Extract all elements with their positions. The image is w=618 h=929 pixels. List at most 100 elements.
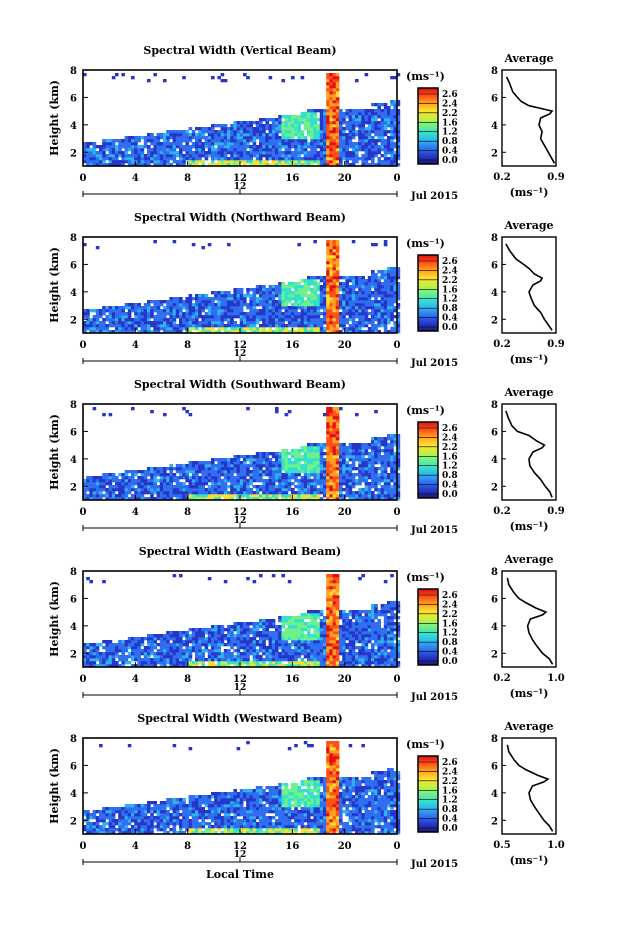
heatmap-cell xyxy=(262,464,266,468)
heatmap-cell xyxy=(355,482,359,486)
heatmap-cell xyxy=(268,461,273,465)
heatmap-cell xyxy=(185,631,189,635)
heatmap-cell xyxy=(307,491,311,495)
heatmap-cell xyxy=(303,309,308,313)
heatmap-cell xyxy=(201,473,205,477)
heatmap-cell xyxy=(220,470,225,474)
heatmap-cell xyxy=(265,470,269,474)
heatmap-cell xyxy=(249,121,253,125)
heatmap-cell xyxy=(243,649,247,653)
heatmap-cell xyxy=(358,467,362,471)
heatmap-cell xyxy=(124,470,129,474)
heatmap-cell xyxy=(374,324,378,328)
heatmap-cell xyxy=(233,464,237,468)
heatmap-cell xyxy=(92,652,97,656)
heatmap-cell xyxy=(105,652,109,656)
heatmap-cell xyxy=(287,160,292,164)
heatmap-cell xyxy=(243,461,247,465)
heatmap-cell xyxy=(108,488,113,492)
heatmap-cell xyxy=(147,306,151,310)
heatmap-cell xyxy=(195,321,199,325)
heatmap-cell xyxy=(249,315,253,319)
heatmap-cell xyxy=(268,285,273,289)
heatmap-cell xyxy=(92,327,97,331)
heatmap-cell xyxy=(332,309,337,313)
heatmap-cell xyxy=(191,154,196,158)
heatmap-cell xyxy=(252,163,257,167)
heatmap-cell xyxy=(201,643,205,647)
heatmap-cell xyxy=(121,309,125,313)
heatmap-cell xyxy=(188,318,193,322)
heatmap-cell xyxy=(108,309,113,313)
heatmap-cell xyxy=(217,628,221,632)
heatmap-cell xyxy=(377,312,381,316)
heatmap-cell xyxy=(351,494,356,498)
heatmap-cell xyxy=(201,160,205,164)
heatmap-cell xyxy=(287,494,292,498)
heatmap-cell xyxy=(153,473,157,477)
heatmap-cell xyxy=(332,73,337,77)
heatmap-cell xyxy=(236,628,241,632)
heatmap-cell xyxy=(195,655,199,659)
heatmap-cell xyxy=(380,470,385,474)
heatmap-cell xyxy=(115,151,119,155)
heatmap-cell xyxy=(179,303,183,307)
heatmap-cell xyxy=(195,643,199,647)
heatmap-cell xyxy=(326,76,330,80)
heatmap-cell xyxy=(358,148,362,152)
y-tick-label: 2 xyxy=(70,315,77,326)
heatmap-cell xyxy=(303,118,308,122)
heatmap-cell xyxy=(166,649,170,653)
heatmap-cell xyxy=(217,658,221,662)
heatmap-cell xyxy=(396,443,401,447)
heatmap-cell xyxy=(246,306,250,310)
heatmap-cell xyxy=(201,145,205,149)
heatmap-cell xyxy=(390,494,394,498)
heatmap-cell xyxy=(252,309,257,313)
heatmap-cell xyxy=(262,494,266,498)
heatmap-cell xyxy=(236,121,241,125)
heatmap-cell xyxy=(230,294,234,298)
heatmap-cell xyxy=(220,136,225,140)
heatmap-cell xyxy=(316,327,321,331)
heatmap-cell xyxy=(255,479,260,483)
heatmap-cell xyxy=(316,479,321,483)
heatmap-cell xyxy=(364,482,369,486)
heatmap-cell xyxy=(310,330,314,334)
heatmap-cell xyxy=(86,577,90,581)
heatmap-cell xyxy=(377,488,381,492)
heatmap-cell xyxy=(281,130,285,134)
heatmap-cell xyxy=(175,163,180,167)
heatmap-cell xyxy=(214,476,218,480)
heatmap-cell xyxy=(390,282,394,286)
heatmap-cell xyxy=(319,136,324,140)
heatmap-cell xyxy=(121,315,125,319)
heatmap-cell xyxy=(147,658,151,662)
heatmap-cell xyxy=(243,652,247,656)
heatmap-cell xyxy=(163,321,167,325)
heatmap-cell xyxy=(143,476,148,480)
heatmap-cell xyxy=(156,473,161,477)
heatmap-cell xyxy=(284,488,289,492)
heatmap-cell xyxy=(95,324,100,328)
heatmap-cell xyxy=(204,461,209,465)
heatmap-cell xyxy=(371,291,375,295)
heatmap-cell xyxy=(211,470,215,474)
heatmap-cell xyxy=(214,297,218,301)
heatmap-cell xyxy=(348,127,353,131)
heatmap-cell xyxy=(294,118,298,122)
heatmap-cell xyxy=(214,494,218,498)
heatmap-cell xyxy=(214,291,218,295)
heatmap-cell xyxy=(377,458,381,462)
heatmap-cell xyxy=(201,482,205,486)
heatmap-cell xyxy=(259,327,263,331)
heatmap-cell xyxy=(361,318,365,322)
heatmap-cell xyxy=(111,491,116,495)
heatmap-cell xyxy=(175,151,180,155)
heatmap-cell xyxy=(227,652,231,656)
heatmap-cell xyxy=(387,106,391,110)
heatmap-cell xyxy=(201,309,205,313)
heatmap-cell xyxy=(249,130,253,134)
heatmap-cell xyxy=(390,303,394,307)
heatmap-cell xyxy=(297,330,301,334)
